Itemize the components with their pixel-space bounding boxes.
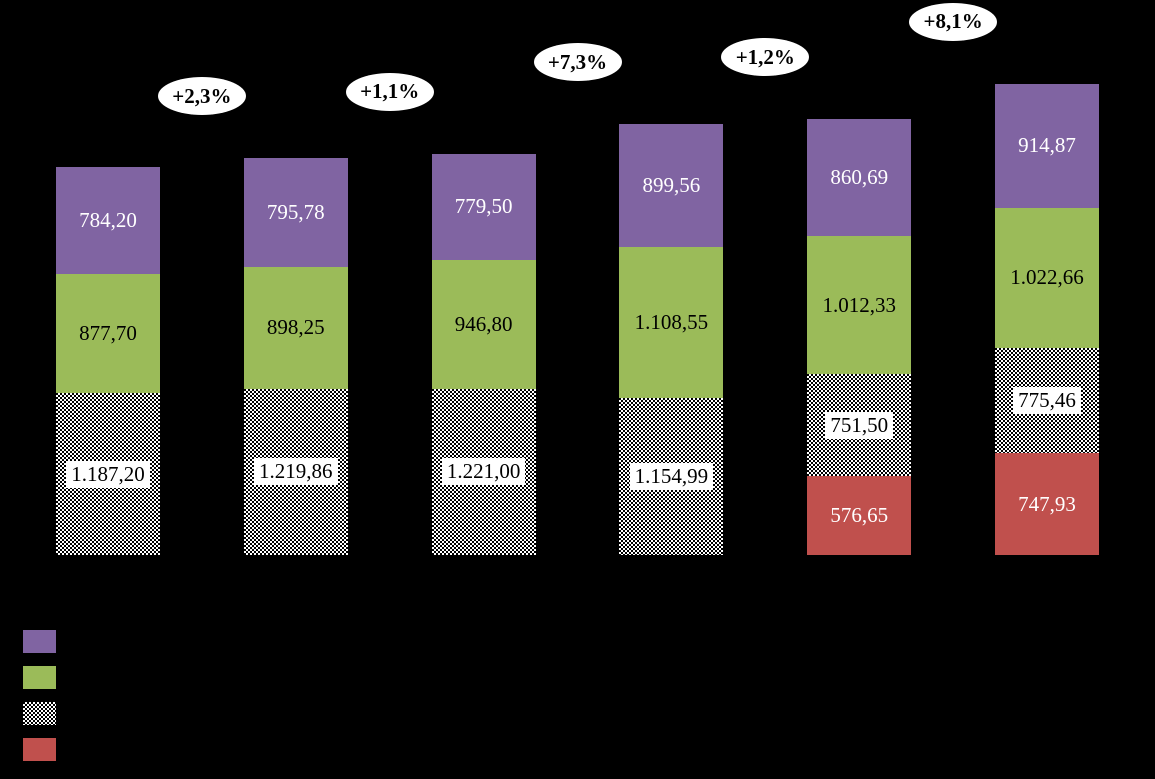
bar-segment-pattern: 1.221,00 — [431, 388, 536, 555]
segment-value-label: 860,69 — [830, 165, 889, 190]
segment-value-label: 1.108,55 — [634, 309, 709, 334]
bar-segment-purple: 784,20 — [56, 166, 160, 274]
legend-item-purple — [23, 630, 66, 653]
bar-segment-purple: 914,87 — [995, 83, 1099, 209]
segment-value-label: 877,70 — [79, 321, 137, 346]
growth-badge: +2,3% — [157, 77, 246, 116]
bar-segment-green: 898,25 — [243, 266, 348, 389]
bar-segment-green: 1.022,66 — [995, 208, 1099, 348]
bar-segment-pattern: 775,46 — [995, 347, 1099, 454]
segment-value-label: 1.187,20 — [66, 460, 150, 488]
legend-swatch-pattern — [23, 702, 56, 725]
bar-segment-purple: 779,50 — [431, 153, 536, 260]
bar-segment-pattern: 751,50 — [807, 374, 912, 477]
legend-swatch-purple — [23, 630, 56, 653]
growth-badge: +1,2% — [721, 38, 810, 77]
bar-segment-green: 877,70 — [56, 273, 160, 394]
bar-segment-purple: 899,56 — [619, 124, 724, 247]
legend-item-green — [23, 666, 66, 689]
bar-segment-pattern: 1.219,86 — [243, 388, 348, 555]
segment-value-label: 1.154,99 — [629, 462, 714, 490]
bar-segment-green: 946,80 — [431, 259, 536, 389]
bar-segment-pattern: 1.154,99 — [619, 397, 724, 555]
bar-segment-purple: 860,69 — [807, 119, 912, 237]
segment-value-label: 784,20 — [79, 207, 137, 232]
growth-badge: +8,1% — [909, 2, 998, 41]
bar-segment-red: 747,93 — [995, 453, 1099, 555]
stacked-bar: 795,78 898,25 1.219,86 — [243, 158, 348, 555]
segment-value-label: 946,80 — [454, 311, 513, 336]
segment-value-label: 898,25 — [266, 315, 325, 340]
stacked-bar: 899,56 1.108,55 1.154,99 — [619, 124, 724, 555]
growth-badge: +7,3% — [533, 43, 622, 82]
bar-segment-green: 1.012,33 — [807, 236, 912, 375]
segment-value-label: 795,78 — [266, 199, 325, 224]
stacked-bar: 914,87 1.022,66 775,46 747,93 — [995, 83, 1099, 555]
segment-value-label: 1.219,86 — [254, 458, 338, 486]
segment-value-label: 899,56 — [642, 172, 701, 197]
stacked-bar: 779,50 946,80 1.221,00 — [431, 153, 536, 555]
bar-segment-purple: 795,78 — [243, 158, 348, 267]
legend — [23, 630, 66, 774]
stacked-bar: 784,20 877,70 1.187,20 — [56, 166, 160, 555]
bar-segment-green: 1.108,55 — [619, 246, 724, 398]
bar-segment-red: 576,65 — [807, 476, 912, 555]
legend-swatch-green — [23, 666, 56, 689]
growth-badge: +1,1% — [345, 72, 434, 111]
segment-value-label: 1.221,00 — [441, 458, 526, 486]
stacked-bar: 860,69 1.012,33 751,50 576,65 — [807, 119, 912, 555]
segment-value-label: 1.012,33 — [822, 292, 896, 317]
legend-swatch-red — [23, 738, 56, 761]
segment-value-label: 576,65 — [830, 503, 889, 528]
legend-item-pattern — [23, 702, 66, 725]
segment-value-label: 751,50 — [825, 411, 894, 439]
segment-value-label: 779,50 — [454, 194, 513, 219]
bar-segment-pattern: 1.187,20 — [56, 393, 160, 555]
segment-value-label: 1.022,66 — [1010, 265, 1084, 290]
legend-item-red — [23, 738, 66, 761]
segment-value-label: 747,93 — [1018, 491, 1076, 516]
segment-value-label: 775,46 — [1013, 386, 1081, 414]
segment-value-label: 914,87 — [1018, 133, 1076, 158]
